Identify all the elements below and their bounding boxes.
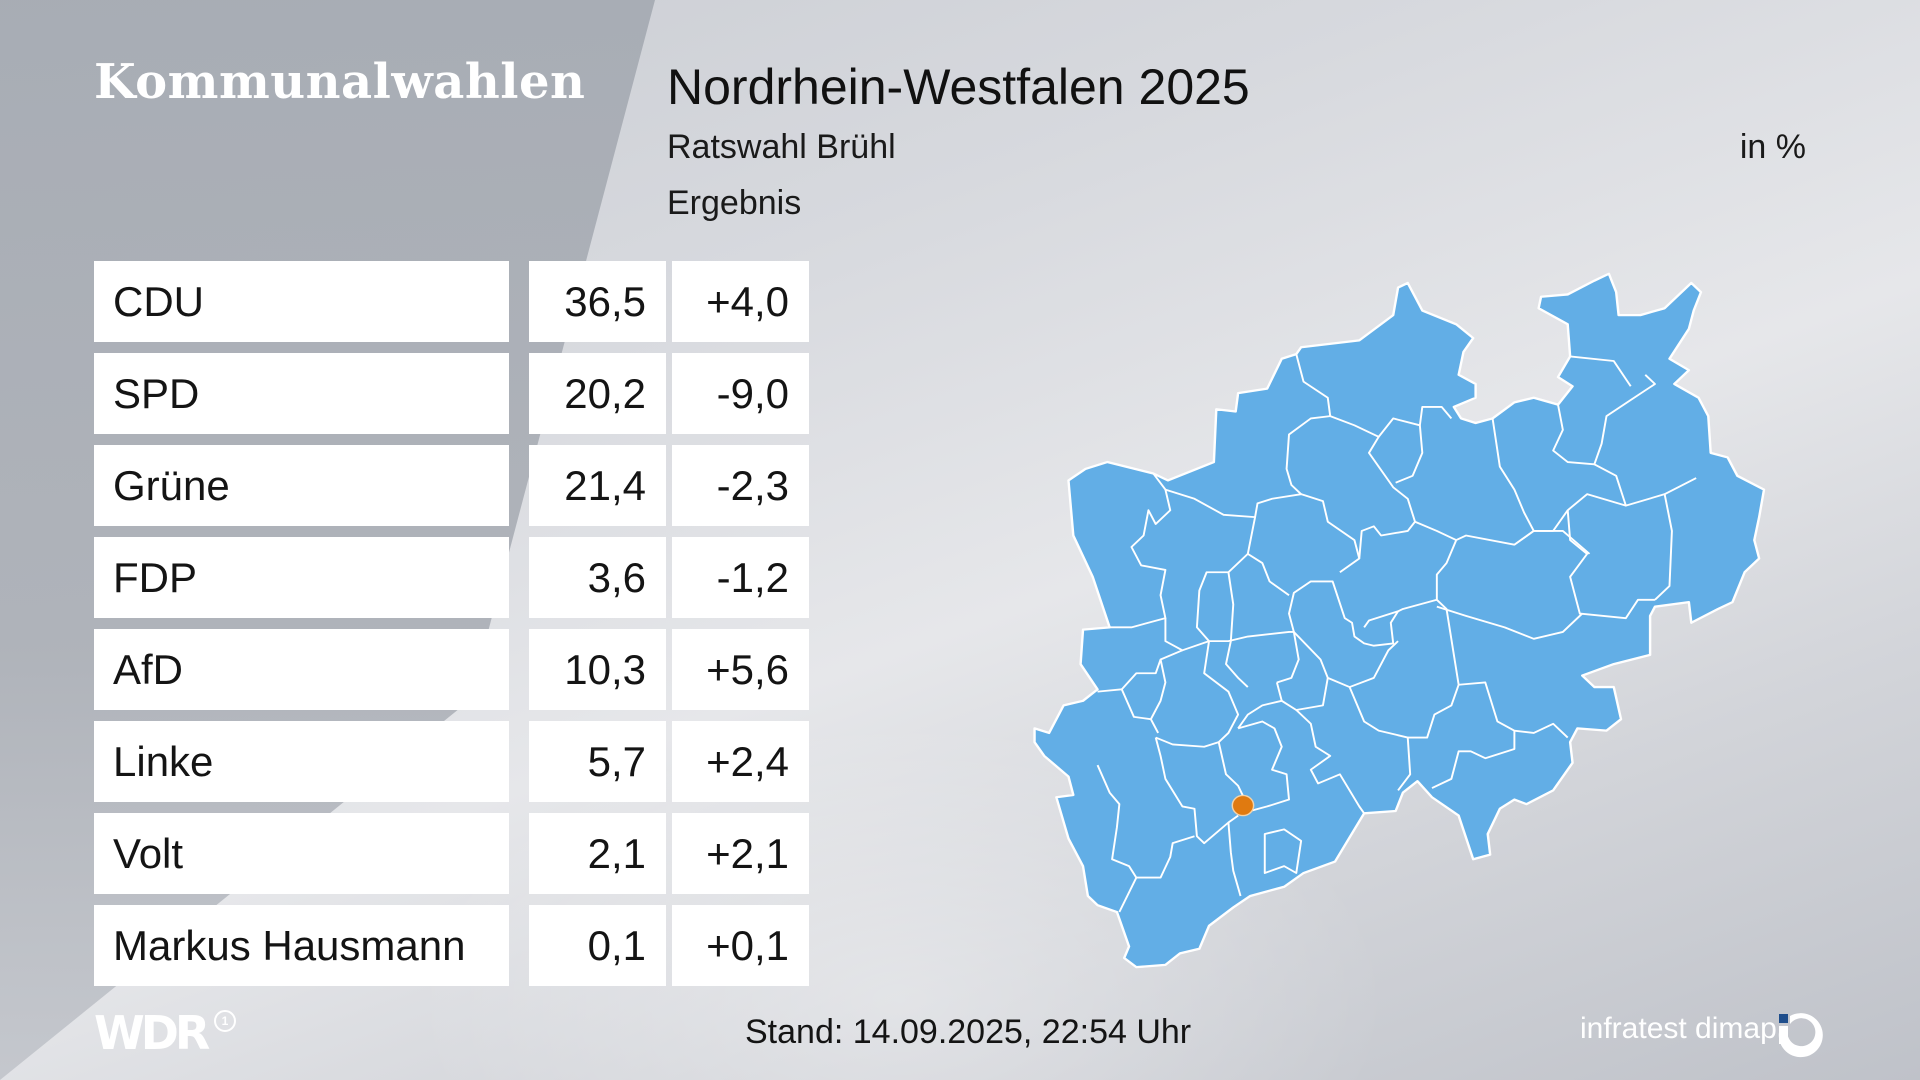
party-diff: +2,4 (672, 721, 809, 802)
table-row: AfD 10,3 +5,6 (94, 629, 809, 710)
nrw-map (1033, 272, 1766, 969)
district-borders (1096, 353, 1697, 913)
wdr-logo: WDR (94, 1006, 210, 1060)
result-label: Ergebnis (667, 184, 802, 222)
party-diff: +4,0 (672, 261, 809, 342)
unit-label: in % (1739, 128, 1806, 166)
party-name: Grüne (94, 445, 509, 526)
timestamp-label: Stand: 14.09.2025, 22:54 Uhr (745, 1013, 1192, 1051)
party-value: 3,6 (529, 537, 666, 618)
party-diff: -1,2 (672, 537, 809, 618)
party-diff: +0,1 (672, 905, 809, 986)
party-value: 36,5 (529, 261, 666, 342)
table-row: Linke 5,7 +2,4 (94, 721, 809, 802)
table-row: Markus Hausmann 0,1 +0,1 (94, 905, 809, 986)
table-row: Volt 2,1 +2,1 (94, 813, 809, 894)
infratest-dimap-logo-icon (1778, 1013, 1823, 1058)
party-diff: -2,3 (672, 445, 809, 526)
nrw-outline (1033, 272, 1766, 969)
table-row: SPD 20,2 -9,0 (94, 353, 809, 434)
party-name: Volt (94, 813, 509, 894)
brand-title: Kommunalwahlen (94, 54, 586, 110)
party-name: SPD (94, 353, 509, 434)
party-diff: -9,0 (672, 353, 809, 434)
party-value: 20,2 (529, 353, 666, 434)
ard-one-mark-icon: 1 (214, 1010, 236, 1032)
party-name: AfD (94, 629, 509, 710)
party-diff: +5,6 (672, 629, 809, 710)
party-name: Linke (94, 721, 509, 802)
table-row: Grüne 21,4 -2,3 (94, 445, 809, 526)
party-name: CDU (94, 261, 509, 342)
party-value: 0,1 (529, 905, 666, 986)
party-value: 10,3 (529, 629, 666, 710)
bruehl-marker (1231, 794, 1255, 817)
party-name: FDP (94, 537, 509, 618)
party-diff: +2,1 (672, 813, 809, 894)
page-title: Nordrhein-Westfalen 2025 (667, 59, 1250, 115)
election-subtitle: Ratswahl Brühl (667, 128, 896, 166)
pollster-logo-text: infratest dimap (1580, 1012, 1777, 1045)
party-name: Markus Hausmann (94, 905, 509, 986)
party-value: 2,1 (529, 813, 666, 894)
table-row: FDP 3,6 -1,2 (94, 537, 809, 618)
table-row: CDU 36,5 +4,0 (94, 261, 809, 342)
party-value: 5,7 (529, 721, 666, 802)
party-value: 21,4 (529, 445, 666, 526)
